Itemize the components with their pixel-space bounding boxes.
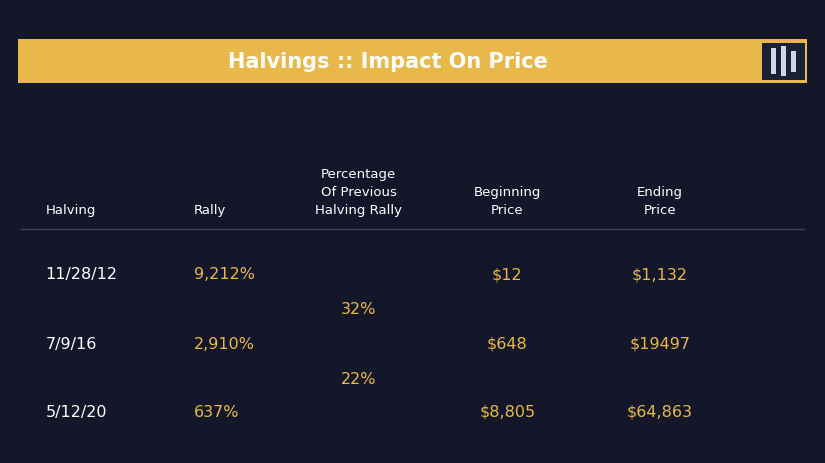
Text: 22%: 22% xyxy=(341,371,377,386)
Text: Ending
Price: Ending Price xyxy=(637,186,683,217)
FancyBboxPatch shape xyxy=(762,44,805,81)
Text: 11/28/12: 11/28/12 xyxy=(45,267,117,282)
FancyBboxPatch shape xyxy=(781,47,786,77)
Text: Halving: Halving xyxy=(45,204,96,217)
Text: 9,212%: 9,212% xyxy=(194,267,255,282)
Text: $12: $12 xyxy=(492,267,523,282)
Text: Percentage
Of Previous
Halving Rally: Percentage Of Previous Halving Rally xyxy=(315,168,403,217)
Text: Rally: Rally xyxy=(194,204,226,217)
Text: 32%: 32% xyxy=(342,301,376,316)
Text: Beginning
Price: Beginning Price xyxy=(474,186,541,217)
FancyBboxPatch shape xyxy=(18,40,807,84)
Text: 2,910%: 2,910% xyxy=(194,336,255,351)
Text: $64,863: $64,863 xyxy=(627,404,693,419)
Text: 637%: 637% xyxy=(194,404,239,419)
Text: $19497: $19497 xyxy=(629,336,691,351)
Text: $8,805: $8,805 xyxy=(479,404,535,419)
FancyBboxPatch shape xyxy=(791,51,796,72)
FancyBboxPatch shape xyxy=(771,49,776,75)
Text: $1,132: $1,132 xyxy=(632,267,688,282)
Text: Halvings :: Impact On Price: Halvings :: Impact On Price xyxy=(228,52,548,72)
Text: 5/12/20: 5/12/20 xyxy=(45,404,107,419)
Text: $648: $648 xyxy=(487,336,528,351)
Text: 7/9/16: 7/9/16 xyxy=(45,336,97,351)
